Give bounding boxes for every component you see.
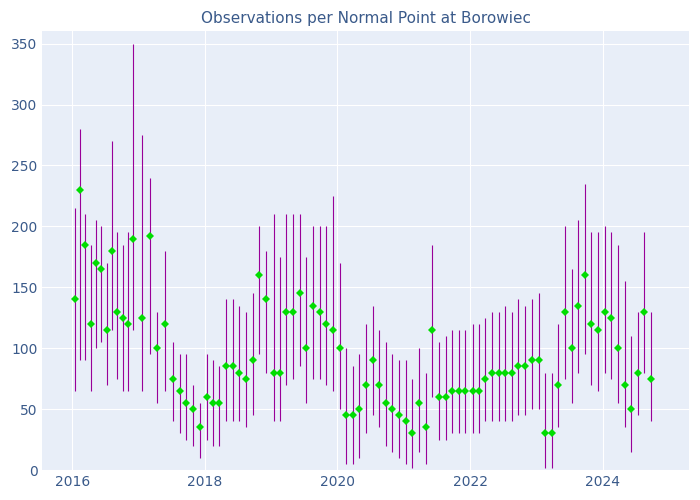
Title: Observations per Normal Point at Borowiec: Observations per Normal Point at Borowie…: [201, 11, 531, 26]
